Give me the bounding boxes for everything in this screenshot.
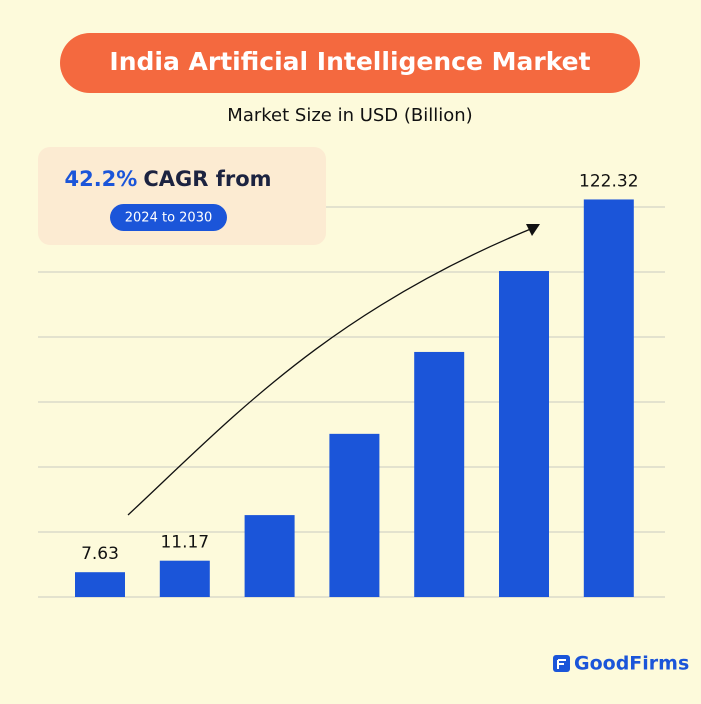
data-label: 122.32 <box>579 171 638 191</box>
title-pill <box>60 33 640 93</box>
cagr-value: 42.2% <box>64 167 137 191</box>
bar <box>583 199 634 597</box>
bar <box>499 271 549 597</box>
brand-name: GoodFirms <box>574 653 689 675</box>
badge-text: 2024 to 2030 <box>125 211 212 226</box>
arrow-head <box>526 224 540 236</box>
callout-box <box>38 147 326 245</box>
bar <box>414 351 465 597</box>
bars: 7.63 11.17 122.32 <box>75 171 639 597</box>
data-label: 11.17 <box>160 533 209 553</box>
bar <box>244 515 295 597</box>
badge <box>110 204 227 231</box>
chart-title: India Artificial Intelligence Market <box>109 47 590 76</box>
trend-arrow <box>127 225 539 516</box>
bar <box>329 433 380 597</box>
brand-icon-mark <box>557 659 566 669</box>
cagr-text: CAGR from <box>143 167 271 191</box>
data-label: 7.63 <box>81 544 119 564</box>
bar <box>75 572 125 597</box>
callout-text: 42.2% CAGR from <box>64 167 271 191</box>
bar <box>159 560 210 597</box>
chart-subtitle: Market Size in USD (Billion) <box>227 105 472 126</box>
